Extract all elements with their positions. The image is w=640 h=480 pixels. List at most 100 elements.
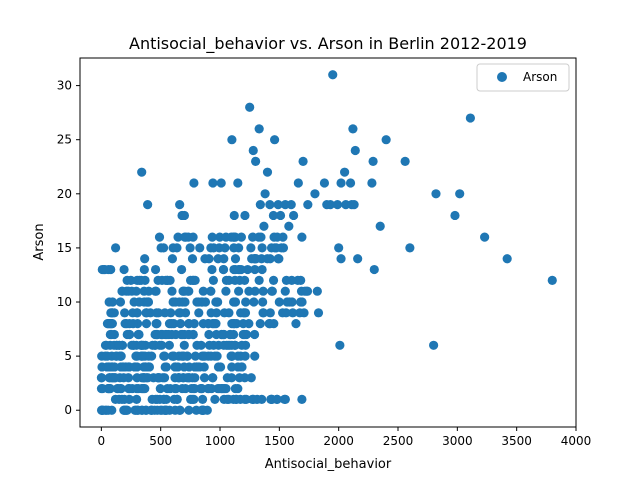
data-point [115,297,126,307]
data-point [172,394,182,405]
data-point [257,394,267,405]
data-point [288,308,298,318]
data-point [298,156,308,166]
data-point [369,264,379,275]
data-point [174,308,184,318]
data-point [124,329,134,340]
data-point [547,275,557,285]
x-tick-label: 1000 [205,434,236,448]
data-point [206,286,216,296]
data-point [303,200,313,210]
data-point [267,286,277,296]
legend-box [476,63,570,92]
data-point [184,405,194,415]
data-point [250,351,260,361]
data-point [293,178,303,188]
data-point [132,394,142,405]
x-tick-label: 1500 [264,434,295,448]
data-point [154,232,165,242]
data-point [348,124,358,134]
x-tick-label: 0 [98,434,106,448]
data-point [139,264,149,275]
x-tick-label: 3500 [501,434,532,448]
data-point [230,383,241,394]
data-point [155,373,165,383]
data-point [258,308,269,318]
data-point [198,319,208,329]
data-point [229,243,239,253]
data-point [275,210,286,221]
data-point [119,264,129,275]
data-point [171,329,181,340]
data-point [297,232,307,242]
data-point [119,394,129,405]
data-point [239,308,249,318]
data-point [229,210,239,221]
data-point [170,373,180,383]
data-point [132,373,142,383]
data-point [262,167,273,177]
data-point [114,340,124,350]
data-point [319,178,330,188]
data-point [161,275,171,285]
data-point [116,362,126,372]
data-point [225,329,235,340]
data-point [167,286,177,296]
data-point [157,340,167,350]
data-point [211,319,221,329]
data-point [273,200,283,210]
data-point [110,394,121,405]
data-point [230,254,241,264]
data-point [179,210,190,221]
data-point [206,351,216,361]
data-point [249,297,259,307]
data-point [129,362,140,372]
data-point [167,254,178,264]
data-point [108,297,118,307]
x-tick-label: 500 [149,434,172,448]
data-point [296,297,306,307]
data-point [211,329,221,340]
data-point [113,383,123,394]
data-point [400,156,410,166]
data-point [204,329,214,340]
x-tick-label: 2500 [383,434,414,448]
data-point [335,340,345,350]
data-point [257,264,267,275]
data-point [150,264,161,275]
x-axis-ticks: 0 500 1000 1500 2000 2500 3000 3500 4000 [98,427,591,448]
data-point [237,340,247,350]
x-tick-label: 3000 [442,434,473,448]
data-point [216,178,226,188]
data-point [179,362,189,372]
data-point [295,308,305,318]
data-point [123,286,134,296]
data-point [226,351,236,361]
data-point [124,319,135,329]
data-point [132,383,142,394]
data-point [211,308,222,318]
data-point [231,394,241,405]
data-point [450,210,460,221]
data-point [175,405,185,415]
data-point [322,200,332,210]
data-point [117,286,127,296]
data-point [189,178,199,188]
data-point [257,243,267,253]
plot-area-frame [79,57,577,428]
data-point [265,200,275,210]
data-point [279,394,290,405]
data-point [105,329,115,340]
data-point [137,167,147,177]
data-point [219,340,229,350]
data-point [141,319,152,329]
y-tick-label: 20 [57,187,72,201]
data-point [238,319,248,329]
data-point [234,286,244,296]
data-point [101,340,111,350]
data-point [255,319,265,329]
data-point [140,383,150,394]
data-point [227,135,237,145]
data-point [207,232,217,242]
